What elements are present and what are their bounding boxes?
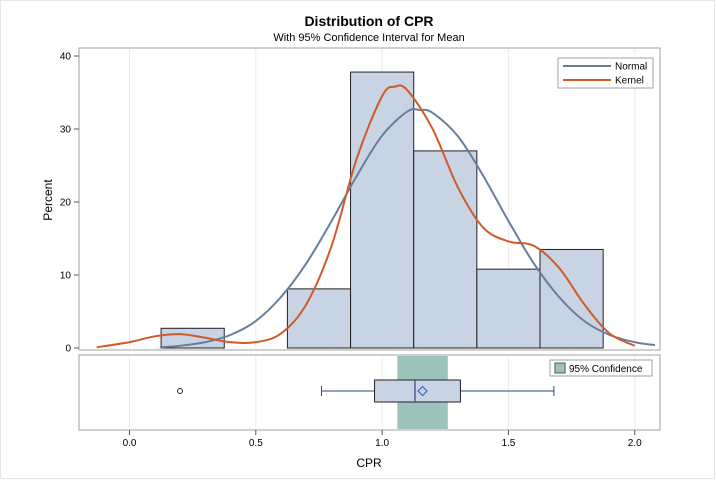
histogram-bar [413, 150, 478, 349]
y-tick-label: 40 [60, 52, 72, 63]
ci-legend-swatch [554, 362, 566, 374]
x-tick-label: 1.5 [501, 438, 515, 449]
y-tick-label: 30 [60, 125, 72, 136]
histogram-bar [350, 71, 415, 349]
y-axis-label: Percent [41, 179, 55, 221]
axes-layer: 0.0 0.5 1.0 1.5 2.0 0 10 20 30 40 [60, 52, 642, 450]
x-axis-label: CPR [356, 456, 382, 470]
ci-legend: 95% Confidence [549, 359, 653, 377]
curve-kernel [96, 84, 636, 349]
y-tick-label: 10 [60, 271, 72, 282]
curves-layer [96, 84, 656, 349]
curve-legend: Normal Kernel [557, 57, 654, 89]
boxplot-layer [177, 379, 555, 403]
legend-kernel-label: Kernel [615, 76, 644, 87]
bars-layer [160, 71, 604, 349]
x-tick-label: 0.0 [123, 438, 137, 449]
histogram-bar [476, 268, 541, 349]
ci-legend-box [549, 359, 653, 377]
chart-title: Distribution of CPR [304, 13, 433, 29]
x-tick-label: 0.5 [249, 438, 263, 449]
legend-normal-label: Normal [615, 62, 647, 73]
outlier-point [177, 388, 184, 394]
x-tick-label: 1.0 [375, 438, 389, 449]
histogram-bar [539, 248, 604, 349]
y-tick-label: 20 [60, 198, 72, 209]
mean-diamond [417, 385, 428, 397]
curve-legend-box [557, 57, 654, 89]
chart-subtitle: With 95% Confidence Interval for Mean [273, 32, 464, 44]
y-tick-label: 0 [65, 344, 71, 355]
x-tick-label: 2.0 [628, 438, 642, 449]
ci-legend-label: 95% Confidence [569, 364, 643, 375]
curve-normal [159, 108, 656, 349]
